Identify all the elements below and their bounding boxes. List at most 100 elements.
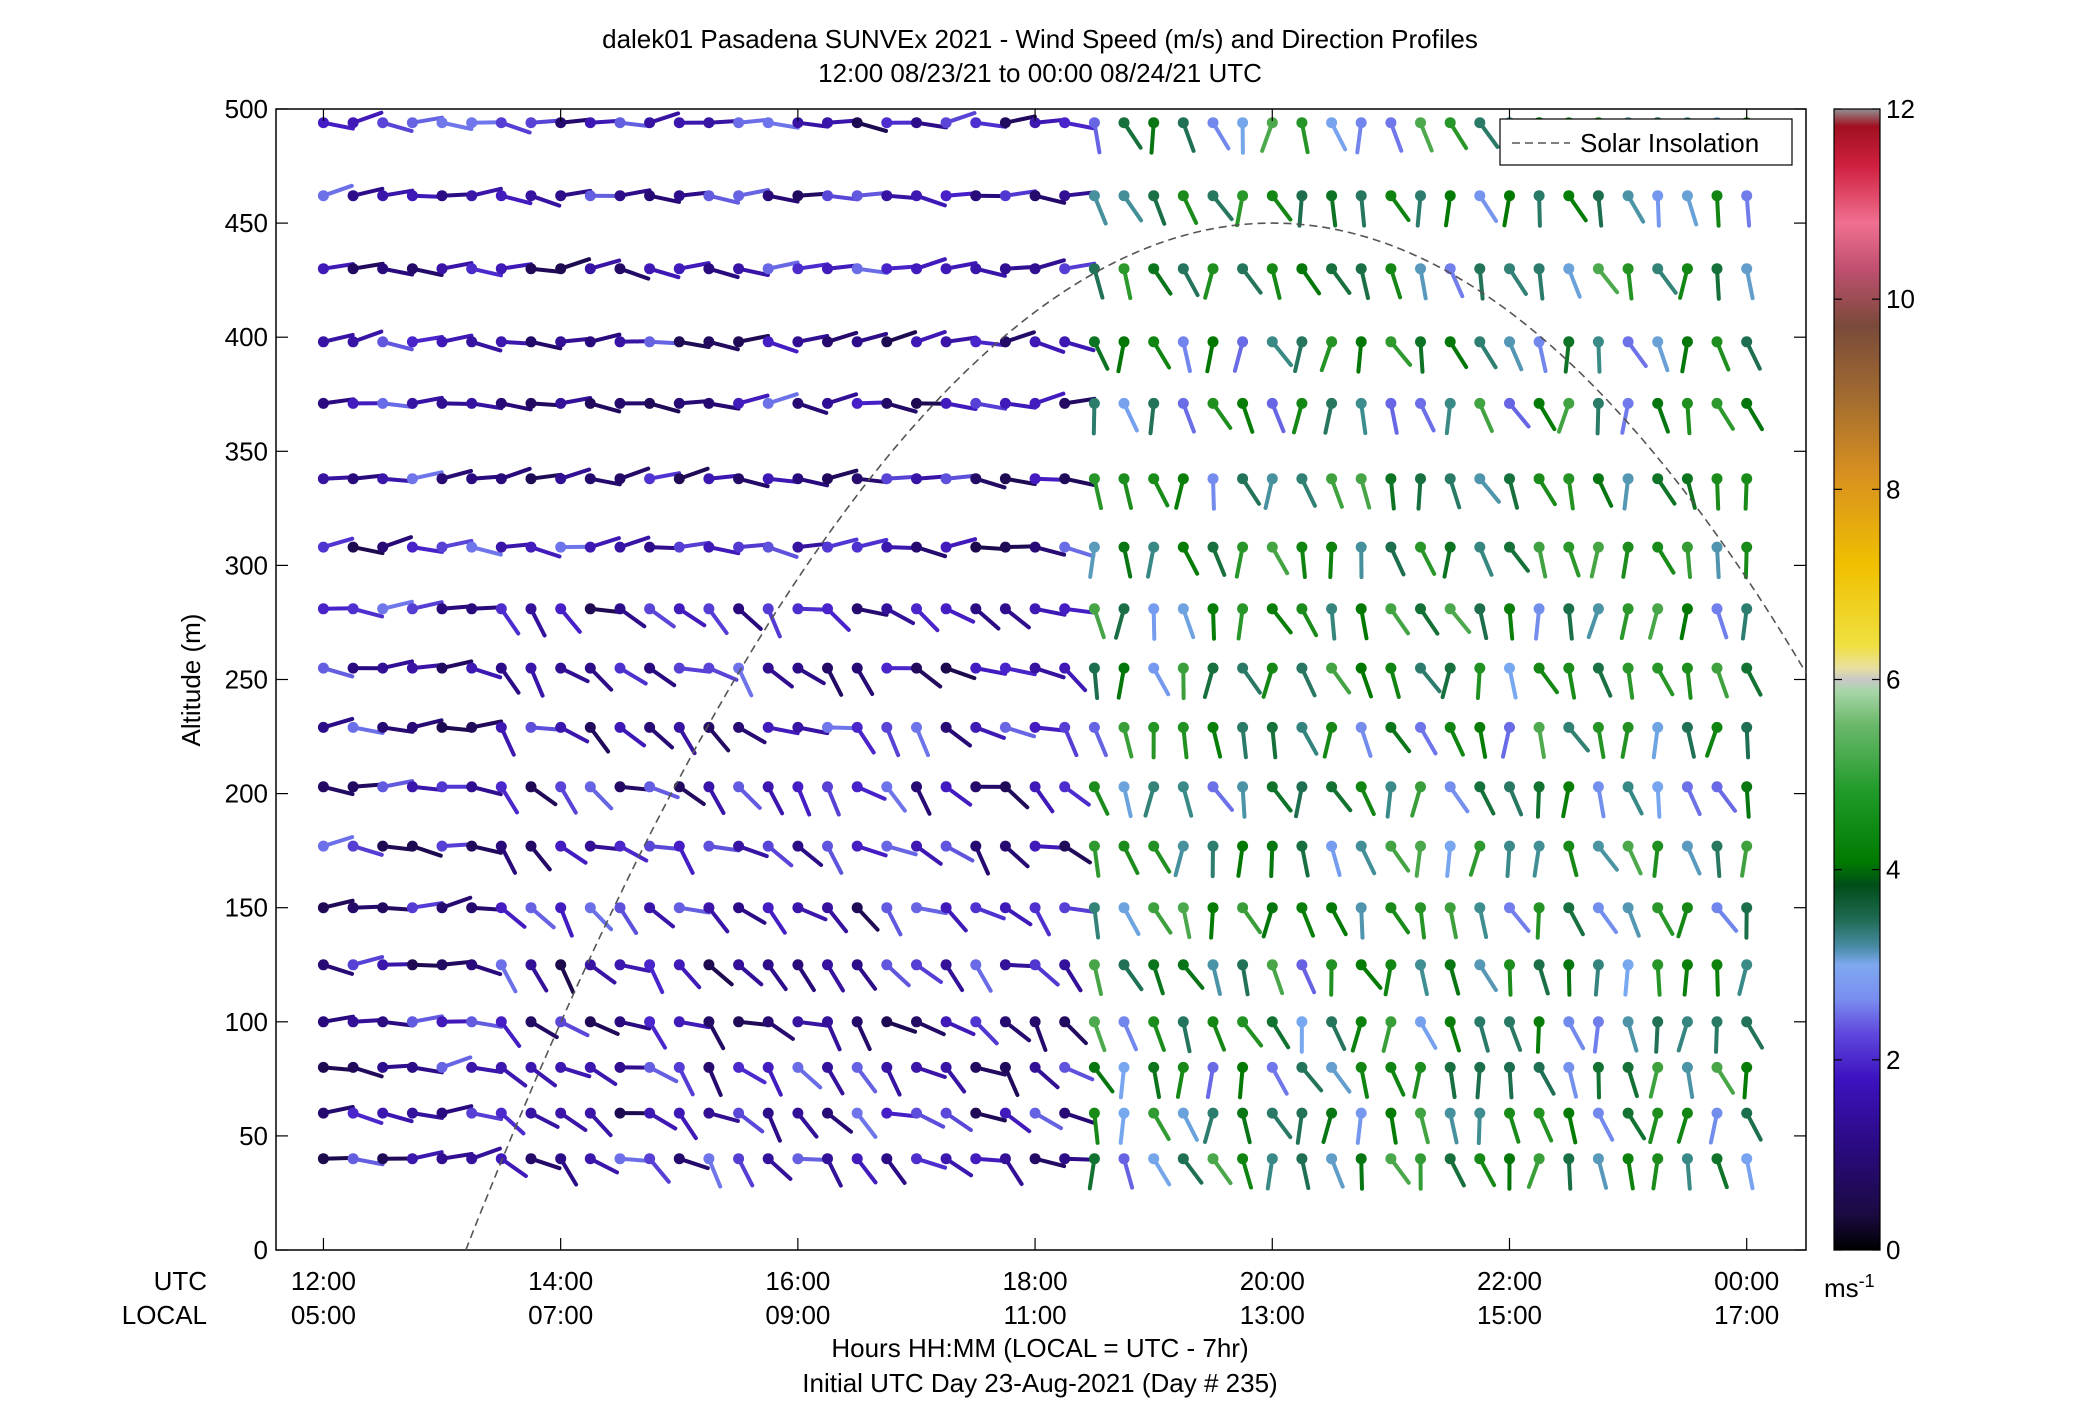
wind-barb-head — [1592, 1061, 1604, 1073]
wind-barb-head — [1266, 263, 1278, 275]
wind-barb-head — [1355, 541, 1367, 553]
wind-barb-head — [466, 190, 478, 202]
x-tick-label-local: 09:00 — [765, 1300, 830, 1330]
wind-barb-head — [999, 603, 1011, 615]
wind-barb-head — [1622, 959, 1634, 971]
wind-barb-head — [970, 1016, 982, 1028]
wind-barb-head — [1741, 1153, 1753, 1165]
wind-barb-head — [1474, 840, 1486, 852]
wind-barb-head — [822, 117, 833, 129]
wind-barb-head — [1088, 541, 1100, 553]
wind-barb-head — [1148, 473, 1160, 485]
wind-barb-head — [792, 662, 804, 674]
wind-barb-head — [1177, 1016, 1189, 1028]
wind-barb-head — [1385, 473, 1397, 485]
wind-barb-head — [822, 959, 833, 971]
wind-barb-head — [1118, 959, 1130, 971]
y-tick-label: 400 — [225, 322, 268, 352]
wind-barb-head — [792, 1016, 804, 1028]
wind-barb-head — [466, 473, 478, 485]
wind-barb-head — [377, 336, 389, 348]
wind-barb-head — [999, 263, 1011, 275]
wind-barb-head — [1504, 1061, 1515, 1073]
wind-barb-head — [881, 721, 893, 733]
wind-barb-head — [1652, 263, 1664, 275]
wind-barb-head — [1088, 263, 1100, 275]
wind-barb-head — [1237, 603, 1249, 615]
wind-barb-head — [525, 1016, 537, 1028]
wind-barb-head — [317, 959, 329, 971]
wind-barb-head — [940, 959, 952, 971]
wind-barb-head — [940, 1061, 952, 1073]
wind-barb-head — [999, 902, 1011, 914]
wind-barb-head — [1059, 781, 1071, 793]
wind-barb-head — [1681, 473, 1693, 485]
wind-barb-head — [792, 721, 804, 733]
wind-barb-head — [1681, 603, 1693, 615]
wind-barb-head — [1177, 781, 1189, 793]
wind-barb-head — [1444, 541, 1456, 553]
wind-barb-head — [525, 1153, 537, 1165]
wind-barb-head — [614, 662, 626, 674]
wind-barb-head — [1177, 959, 1189, 971]
wind-barb-head — [1355, 902, 1367, 914]
wind-barb-head — [999, 781, 1011, 793]
wind-barb-head — [1681, 190, 1693, 202]
row-label-utc: UTC — [154, 1266, 207, 1296]
wind-barb-head — [555, 721, 567, 733]
wind-barb-head — [377, 781, 389, 793]
wind-barb-head — [584, 959, 596, 971]
wind-barb-head — [851, 662, 863, 674]
wind-barb-head — [644, 397, 656, 409]
wind-barb-head — [733, 721, 745, 733]
wind-barb-head — [1711, 721, 1723, 733]
wind-barb-head — [1118, 662, 1130, 674]
row-label-local: LOCAL — [122, 1300, 207, 1330]
wind-barb-head — [1415, 1016, 1426, 1028]
wind-barb-head — [1148, 263, 1160, 275]
wind-barb-head — [1088, 1061, 1100, 1073]
wind-barb-head — [1563, 840, 1575, 852]
wind-barb-head — [911, 721, 922, 733]
wind-barb-head — [762, 1016, 774, 1028]
wind-barb-head — [733, 263, 745, 275]
wind-barb-head — [1118, 190, 1130, 202]
wind-barb-head — [1444, 1016, 1456, 1028]
wind-barb-head — [1088, 1016, 1100, 1028]
wind-barb-head — [940, 541, 952, 553]
wind-barb-head — [851, 1153, 863, 1165]
wind-barb-head — [1118, 1107, 1130, 1119]
wind-barb-head — [1296, 117, 1308, 129]
wind-barb-head — [1385, 1061, 1397, 1073]
wind-barb-head — [584, 840, 596, 852]
wind-barb-head — [1504, 781, 1515, 793]
wind-barb-head — [1326, 902, 1338, 914]
wind-barb-head — [1118, 263, 1130, 275]
wind-barb-head — [792, 473, 804, 485]
wind-barb-head — [644, 473, 656, 485]
wind-barb-head — [347, 959, 359, 971]
wind-barb-head — [1177, 662, 1189, 674]
wind-barb-head — [881, 1107, 893, 1119]
wind-barb-head — [406, 1153, 418, 1165]
wind-barb-head — [1088, 840, 1100, 852]
wind-barb-head — [466, 541, 478, 553]
wind-barb-head — [1474, 1153, 1486, 1165]
wind-barb-head — [317, 1107, 329, 1119]
wind-barb-head — [555, 662, 567, 674]
wind-barb-head — [1326, 603, 1338, 615]
wind-barb-head — [1681, 541, 1693, 553]
wind-barb-head — [466, 662, 478, 674]
wind-barb-head — [614, 1107, 626, 1119]
wind-barb-head — [703, 1061, 715, 1073]
wind-barb-head — [436, 336, 448, 348]
wind-barb-head — [1296, 1153, 1308, 1165]
wind-barb-head — [614, 190, 626, 202]
wind-barb-head — [525, 902, 537, 914]
wind-barb-head — [881, 541, 893, 553]
wind-barb-head — [317, 840, 329, 852]
wind-barb-head — [1118, 781, 1130, 793]
wind-barb-head — [1385, 959, 1397, 971]
wind-barb-head — [1563, 721, 1575, 733]
wind-barb-head — [1177, 1153, 1189, 1165]
